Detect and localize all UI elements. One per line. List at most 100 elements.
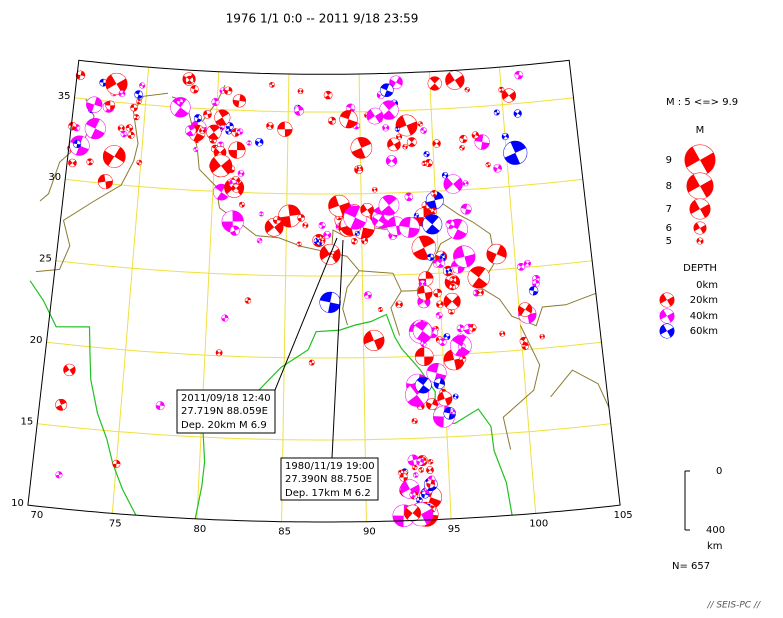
event-quadrant (64, 364, 75, 376)
border (502, 325, 541, 450)
lat-label: 35 (58, 91, 71, 102)
legend-ball-quadrant (686, 145, 714, 175)
event-quadrant (416, 497, 423, 503)
event-quadrant (459, 145, 465, 150)
scale-label: km (707, 541, 723, 552)
event-quadrant (130, 104, 138, 111)
brand: // SEIS-PC // (706, 601, 761, 611)
event-quadrant (420, 341, 427, 347)
callout-text: Dep. 17km M 6.2 (285, 488, 371, 499)
lon-label: 70 (30, 510, 43, 521)
event-quadrant (427, 466, 433, 474)
event-quadrant (390, 76, 402, 89)
legend-label: 40km (690, 311, 718, 322)
event-quadrant (257, 238, 262, 243)
event-quadrant (410, 492, 416, 498)
event-quadrant (413, 472, 418, 478)
event-quadrant (328, 117, 336, 125)
event-quadrant (413, 323, 432, 339)
event-quadrant (55, 399, 67, 410)
legend-label: 60km (690, 326, 718, 337)
event-quadrant (69, 159, 76, 167)
event-quadrant (105, 145, 124, 168)
event-quadrant (420, 127, 427, 134)
event-quadrant (259, 212, 264, 216)
event-quadrant (459, 135, 467, 143)
event-quadrant (412, 237, 436, 259)
event-quadrant (433, 289, 442, 297)
event-quadrant (76, 71, 85, 80)
event-quadrant (407, 138, 417, 146)
event-quadrant (324, 231, 330, 239)
event-quadrant (269, 82, 275, 88)
legend-ball-quadrant (660, 292, 674, 307)
lon-label: 90 (363, 527, 376, 538)
event-quadrant (297, 242, 302, 246)
legend-ball-quadrant (694, 222, 706, 235)
callout-text: 2011/09/18 12:40 (181, 393, 271, 404)
lon-label: 95 (448, 524, 461, 535)
event-quadrant (447, 71, 463, 90)
event-quadrant (233, 94, 246, 107)
event-quadrant (217, 142, 224, 148)
event-quadrant (73, 140, 81, 148)
event-quadrant (220, 88, 226, 94)
event-quadrant (514, 71, 523, 79)
event-quadrant (203, 110, 212, 119)
event-quadrant (472, 131, 479, 139)
event-quadrant (99, 79, 107, 87)
event-quadrant (121, 131, 127, 137)
event-quadrant (405, 385, 429, 404)
event-quadrant (380, 84, 394, 97)
legend-label: 9 (666, 155, 672, 166)
legend: 9 8 7 6 5 0km 20km 40km 60km (659, 144, 718, 339)
legend-label: 0km (696, 280, 718, 291)
event-quadrant (156, 401, 165, 410)
event-quadrant (177, 98, 183, 105)
legend-ball-quadrant (697, 238, 703, 244)
event-quadrant (319, 292, 341, 313)
border (401, 228, 468, 292)
event-quadrant (487, 244, 506, 264)
legend-label: 8 (666, 181, 672, 192)
event-quadrant (465, 87, 470, 92)
event-quadrant (221, 314, 228, 322)
event-quadrant (412, 465, 417, 470)
event-quadrant (396, 301, 402, 308)
event-quadrant (294, 106, 304, 116)
graticule (37, 67, 611, 522)
legend-label: 20km (690, 295, 718, 306)
event-quadrant (494, 110, 500, 115)
event-quadrant (229, 179, 237, 188)
event-quadrant (477, 289, 483, 296)
event-quadrant (206, 126, 222, 138)
parallel (46, 341, 602, 359)
event-quadrant (119, 125, 124, 132)
event-quadrant (431, 208, 437, 214)
event-quadrant (401, 479, 419, 499)
lon-label: 100 (529, 518, 548, 529)
event-quadrant (190, 85, 199, 93)
event-quadrant (226, 122, 234, 130)
legend-ball-quadrant (688, 172, 712, 200)
event-quadrant (233, 184, 239, 193)
event-quadrant (136, 160, 142, 165)
event-quadrant (502, 133, 508, 140)
event-quadrant (408, 455, 419, 466)
event-quadrant (436, 260, 445, 267)
event-quadrant (494, 164, 502, 173)
event-quadrant (373, 214, 384, 227)
lat-label: 15 (20, 417, 33, 428)
event-quadrant (418, 121, 423, 127)
event-quadrant (273, 216, 281, 224)
event-quadrant (500, 331, 505, 337)
event-quadrant (421, 491, 429, 499)
event-quadrant (355, 231, 360, 236)
border (331, 252, 360, 326)
event-quadrant (237, 128, 243, 135)
event-quadrant (503, 142, 527, 164)
parallel (55, 260, 593, 277)
event-quadrant (245, 297, 251, 304)
event-quadrant (112, 460, 120, 468)
event-quadrant (449, 284, 456, 290)
